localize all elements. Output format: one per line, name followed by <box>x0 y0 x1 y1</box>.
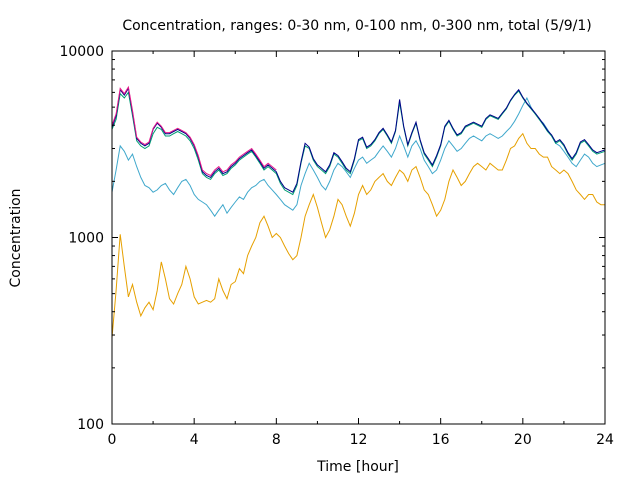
x-tick-label: 20 <box>514 432 532 448</box>
x-tick-label: 0 <box>108 432 117 448</box>
x-axis-label: Time [hour] <box>316 459 399 475</box>
x-tick-label: 12 <box>350 432 368 448</box>
y-tick-label: 100 <box>77 417 104 433</box>
x-tick-label: 16 <box>432 432 450 448</box>
series-layer <box>111 85 606 338</box>
series-line-5 <box>111 85 277 177</box>
x-tick-label: 4 <box>190 432 199 448</box>
y-tick-label: 10000 <box>59 44 104 60</box>
ticks-layer: 0 4 8 12 16 20 24 100 1000 10000 <box>59 44 614 448</box>
y-axis-label: Concentration <box>8 188 24 287</box>
series-line-1 <box>111 132 605 338</box>
y-tick-label: 1000 <box>68 231 104 247</box>
series-line-4 <box>111 87 606 193</box>
chart-title: Concentration, ranges: 0-30 nm, 0-100 nm… <box>122 18 591 34</box>
x-tick-label: 24 <box>596 432 614 448</box>
x-tick-label: 8 <box>272 432 281 448</box>
series-line-2 <box>111 96 606 218</box>
